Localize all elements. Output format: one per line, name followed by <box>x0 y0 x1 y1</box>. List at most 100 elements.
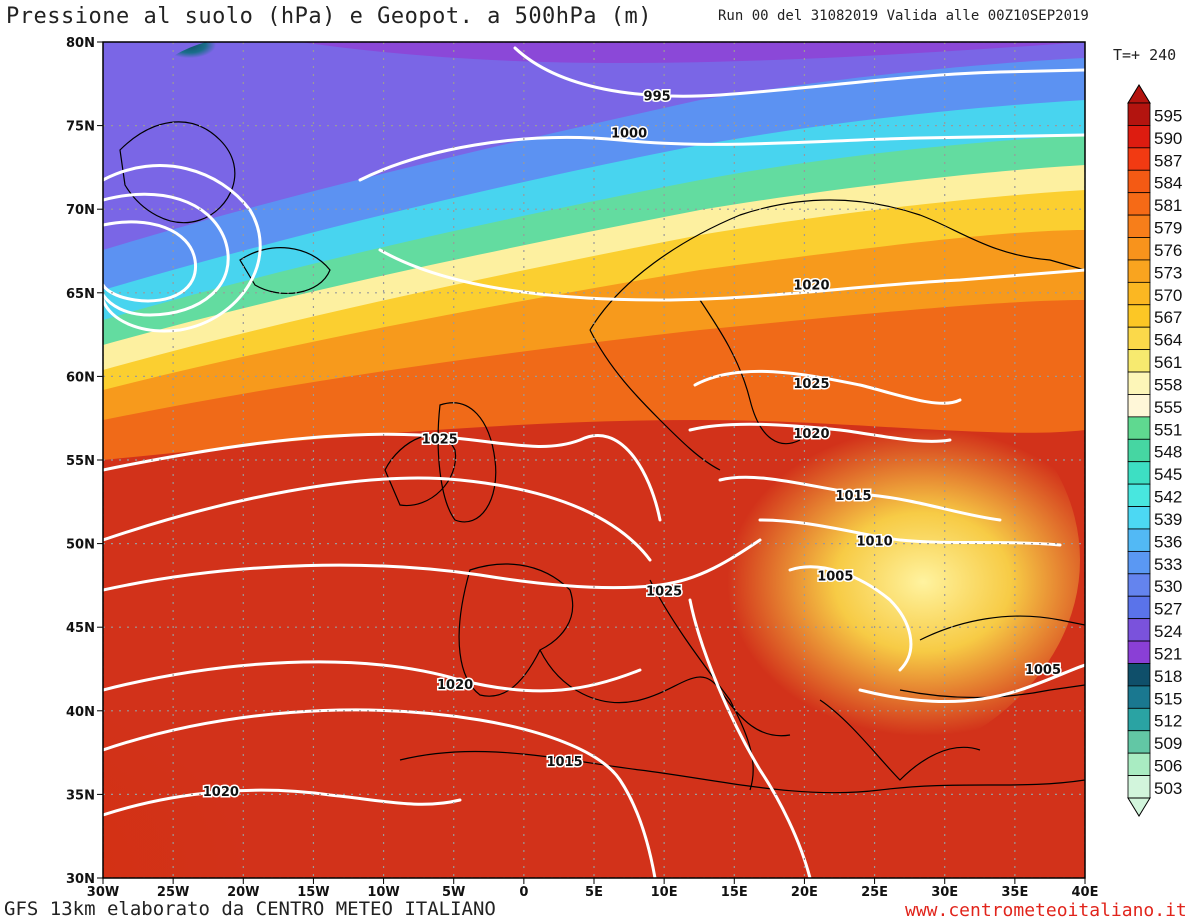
colorbar-label: 590 <box>1154 129 1182 148</box>
colorbar-label: 558 <box>1154 375 1182 394</box>
colorbar-label: 536 <box>1154 532 1182 551</box>
coast-black-sea-north <box>919 615 1085 641</box>
x-tick-label: 20E <box>791 885 818 900</box>
y-tick-label: 35N <box>66 788 95 803</box>
axis-ticks: 30W 25W 20W 15W 10W 5W 0 5E 10E 15E 20E 25E 30E 35E 40… <box>66 36 1098 900</box>
colorbar-swatch <box>1127 775 1151 799</box>
colorbar-swatch <box>1127 192 1151 216</box>
colorbar-label: 576 <box>1154 241 1182 260</box>
x-tick-label: 25W <box>157 885 189 900</box>
isobar-1020-baltic <box>688 422 952 443</box>
colorbar-label: 555 <box>1154 398 1182 417</box>
colorbar-label: 545 <box>1154 465 1182 484</box>
x-tick-label: 15W <box>297 885 329 900</box>
isobars <box>103 46 1085 878</box>
footer-website[interactable]: www.centrometeoitaliano.it <box>905 900 1187 921</box>
y-tick-label: 30N <box>66 872 95 887</box>
colorbar-swatch <box>1127 349 1151 373</box>
colorbar-swatch <box>1127 102 1151 126</box>
colorbar-label: 533 <box>1154 555 1182 574</box>
colorbar-label: 579 <box>1154 219 1182 238</box>
colorbar-label: 524 <box>1154 622 1182 641</box>
colorbar-swatch <box>1127 730 1151 754</box>
isobar-1000 <box>358 133 1085 182</box>
colorbar-swatch <box>1127 214 1151 238</box>
x-tick-label: 10E <box>651 885 678 900</box>
isobar-1025-mid <box>103 476 652 562</box>
colorbar-swatch <box>1127 371 1151 395</box>
isobar-label: 1025 <box>422 432 458 447</box>
isobar-1015-italy <box>688 598 812 878</box>
isobar-1005-east <box>858 663 1085 703</box>
x-tick-label: 30E <box>931 885 958 900</box>
coast-med-north <box>539 649 791 737</box>
field-band-purple <box>300 42 1085 63</box>
isobar-1025-south <box>103 538 762 592</box>
x-tick-label: 25E <box>861 885 888 900</box>
colorbar-label: 564 <box>1154 331 1182 350</box>
field-low-iceland <box>150 42 370 145</box>
colorbar-label: 509 <box>1154 734 1182 753</box>
colorbar-swatch <box>1127 707 1151 732</box>
isobar-label: 1000 <box>611 126 647 141</box>
x-tick-label: 30W <box>87 885 119 900</box>
colorbar-swatch <box>1127 394 1151 418</box>
coast-balkans <box>819 699 981 781</box>
colorbar-label: 527 <box>1154 600 1182 619</box>
colorbar-swatch <box>1127 304 1151 328</box>
field-low-west <box>103 200 240 400</box>
footer-credits: GFS 13km elaborato da CENTRO METEO ITALI… <box>4 898 496 920</box>
colorbar-swatch <box>1127 506 1151 530</box>
lat-lon-grid <box>103 42 1085 878</box>
isobar-1015 <box>718 475 1002 522</box>
coast-iceland <box>239 247 331 294</box>
colorbar-label: 581 <box>1154 196 1182 215</box>
colorbar-label: 570 <box>1154 286 1182 305</box>
isobar-label: 1005 <box>1025 663 1061 678</box>
x-tick-label: 40E <box>1072 885 1099 900</box>
colorbar-swatch <box>1127 169 1151 194</box>
colorbar-label: 595 <box>1154 106 1182 125</box>
coast-norway-south <box>589 329 721 471</box>
y-tick-label: 75N <box>66 120 95 135</box>
colorbar-label: 521 <box>1154 644 1182 663</box>
isobar-labels: 995 1000 1020 1025 1020 1025 1015 1010 1005 1025 1… <box>201 88 1062 802</box>
isobar-label: 1010 <box>856 534 892 549</box>
colorbar-swatch <box>1127 281 1151 306</box>
isobar-low-outer <box>103 164 262 333</box>
forecast-step: T=+ 240 <box>1113 46 1177 64</box>
isobar-label: 1025 <box>793 377 829 392</box>
coast-scandinavia <box>589 199 1085 331</box>
coast-north-africa <box>399 750 1085 794</box>
isobar-1015-south <box>103 708 657 878</box>
isobar-label: 1020 <box>203 785 239 800</box>
colorbar-swatch <box>1127 438 1151 463</box>
colorbar-label: 512 <box>1154 712 1182 731</box>
colorbar-label: 551 <box>1154 420 1182 439</box>
y-tick-label: 45N <box>66 621 95 636</box>
map-title: Pressione al suolo (hPa) e Geopot. a 500… <box>6 4 653 29</box>
y-tick-label: 80N <box>66 36 95 51</box>
field-high-sw <box>103 600 420 878</box>
colorbar-label: 515 <box>1154 689 1182 708</box>
colorbar-swatch <box>1127 550 1151 575</box>
colorbar-label: 542 <box>1154 488 1182 507</box>
colorbar-bottom-arrow <box>1127 797 1151 817</box>
isobar-label: 1020 <box>793 278 829 293</box>
isobar-1005-center <box>788 565 913 672</box>
x-tick-label: 10W <box>367 885 399 900</box>
colorbar: 595 590 587 584 581 579 576 573 570 567 564 561 558 5… <box>1127 84 1182 817</box>
isobar-label: 1020 <box>793 427 829 442</box>
colorbar-label: 539 <box>1154 510 1182 529</box>
colorbar-swatch <box>1127 326 1151 351</box>
colorbar-label: 584 <box>1154 174 1182 193</box>
y-tick-label: 55N <box>66 454 95 469</box>
x-tick-label: 5E <box>585 885 603 900</box>
y-tick-label: 40N <box>66 705 95 720</box>
isobar-label: 1020 <box>437 678 473 693</box>
colorbar-swatch <box>1127 461 1151 485</box>
x-tick-label: 35E <box>1001 885 1028 900</box>
colorbar-swatch <box>1127 663 1151 687</box>
colorbar-label: 587 <box>1154 151 1182 170</box>
